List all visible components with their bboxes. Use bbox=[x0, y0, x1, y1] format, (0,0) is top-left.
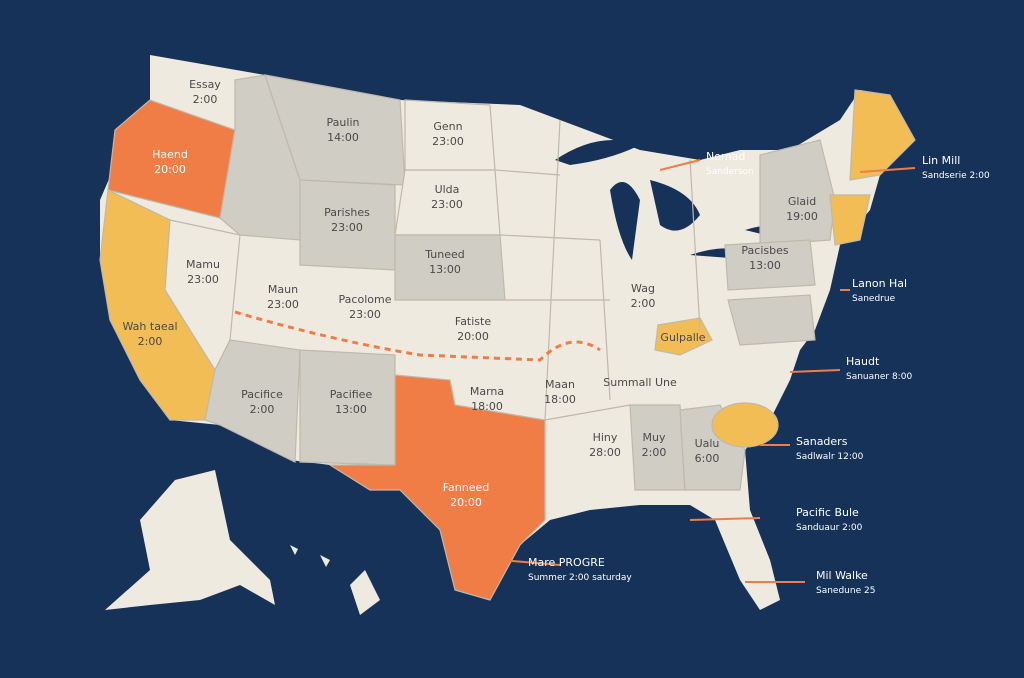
callout-title: Sanaders bbox=[796, 435, 848, 448]
state-time: 20:00 bbox=[154, 163, 186, 176]
state-name: Glaid bbox=[788, 195, 816, 208]
state-time: 13:00 bbox=[429, 263, 461, 276]
state-time: 20:00 bbox=[450, 496, 482, 509]
state-time: 2:00 bbox=[138, 335, 163, 348]
state-name: Tuneed bbox=[424, 248, 465, 261]
state-labels: Essay 2:00 Haend 20:00 Paulin 14:00 Genn 23:… bbox=[123, 78, 818, 509]
state-time: 23:00 bbox=[331, 221, 363, 234]
state-time: 23:00 bbox=[349, 308, 381, 321]
state-time: 23:00 bbox=[187, 273, 219, 286]
callout-detail: Sanedrue bbox=[852, 294, 896, 304]
state-time: 23:00 bbox=[267, 298, 299, 311]
callout-title: Lin Mill bbox=[922, 154, 960, 167]
state-time: 18:00 bbox=[544, 393, 576, 406]
state-time: 18:00 bbox=[471, 400, 503, 413]
state-name: Mamu bbox=[186, 258, 220, 271]
state-time: 2:00 bbox=[250, 403, 275, 416]
state-name: Marna bbox=[470, 385, 504, 398]
state-time: 20:00 bbox=[457, 330, 489, 343]
state-name: Hiny bbox=[593, 431, 618, 444]
callout-detail: Sanuaner 8:00 bbox=[846, 372, 912, 382]
state-time: 2:00 bbox=[631, 297, 656, 310]
state-name: Ulda bbox=[435, 183, 460, 196]
state-name: Muy bbox=[643, 431, 666, 444]
callout-title: Mil Walke bbox=[816, 569, 868, 582]
state-time: 13:00 bbox=[749, 259, 781, 272]
state-name: Pacifice bbox=[241, 388, 283, 401]
state-name: Maan bbox=[545, 378, 575, 391]
state-time: 14:00 bbox=[327, 131, 359, 144]
callout-detail: Sandserie 2:00 bbox=[922, 171, 990, 181]
state-time: 6:00 bbox=[695, 452, 720, 465]
callout-detail: Sadlwalr 12:00 bbox=[796, 452, 864, 462]
region-label: Summall Une bbox=[603, 376, 677, 389]
region-label: Gulpalle bbox=[660, 331, 705, 344]
callout-detail: Sanduaur 2:00 bbox=[796, 523, 863, 533]
state-name: Parishes bbox=[324, 206, 370, 219]
state-name: Fatiste bbox=[455, 315, 491, 328]
state-name: Pacifiee bbox=[330, 388, 373, 401]
state-name: Wag bbox=[631, 282, 655, 295]
state-name: Genn bbox=[433, 120, 462, 133]
state-name: Essay bbox=[189, 78, 221, 91]
land bbox=[99, 55, 916, 615]
state-name: Pacisbes bbox=[741, 244, 788, 257]
state-time: 13:00 bbox=[335, 403, 367, 416]
callout-title: Lanon Hal bbox=[852, 277, 907, 290]
state-name: Fanneed bbox=[443, 481, 490, 494]
state-time: 2:00 bbox=[642, 446, 667, 459]
callout-title: Nomad bbox=[706, 150, 745, 163]
state-name: Paulin bbox=[327, 116, 360, 129]
callout-title: Haudt bbox=[846, 355, 880, 368]
callouts: Nomad Sanderson Lin Mill Sandserie 2:00 La… bbox=[528, 150, 990, 596]
state-time: 23:00 bbox=[432, 135, 464, 148]
callout-detail: Summer 2:00 saturday bbox=[528, 573, 632, 583]
callout-title: Pacific Bule bbox=[796, 506, 859, 519]
state-time: 2:00 bbox=[193, 93, 218, 106]
callout-detail: Sanderson bbox=[706, 167, 754, 177]
state-time: 28:00 bbox=[589, 446, 621, 459]
state-time: 19:00 bbox=[786, 210, 818, 223]
callout-title: Mare PROGRE bbox=[528, 556, 605, 569]
state-name: Maun bbox=[268, 283, 298, 296]
state-name: Pacolome bbox=[339, 293, 392, 306]
state-name: Ualu bbox=[695, 437, 720, 450]
state-name: Haend bbox=[152, 148, 188, 161]
state-name: Wah taeal bbox=[123, 320, 178, 333]
callout-detail: Sanedune 25 bbox=[816, 586, 875, 596]
state-time: 23:00 bbox=[431, 198, 463, 211]
